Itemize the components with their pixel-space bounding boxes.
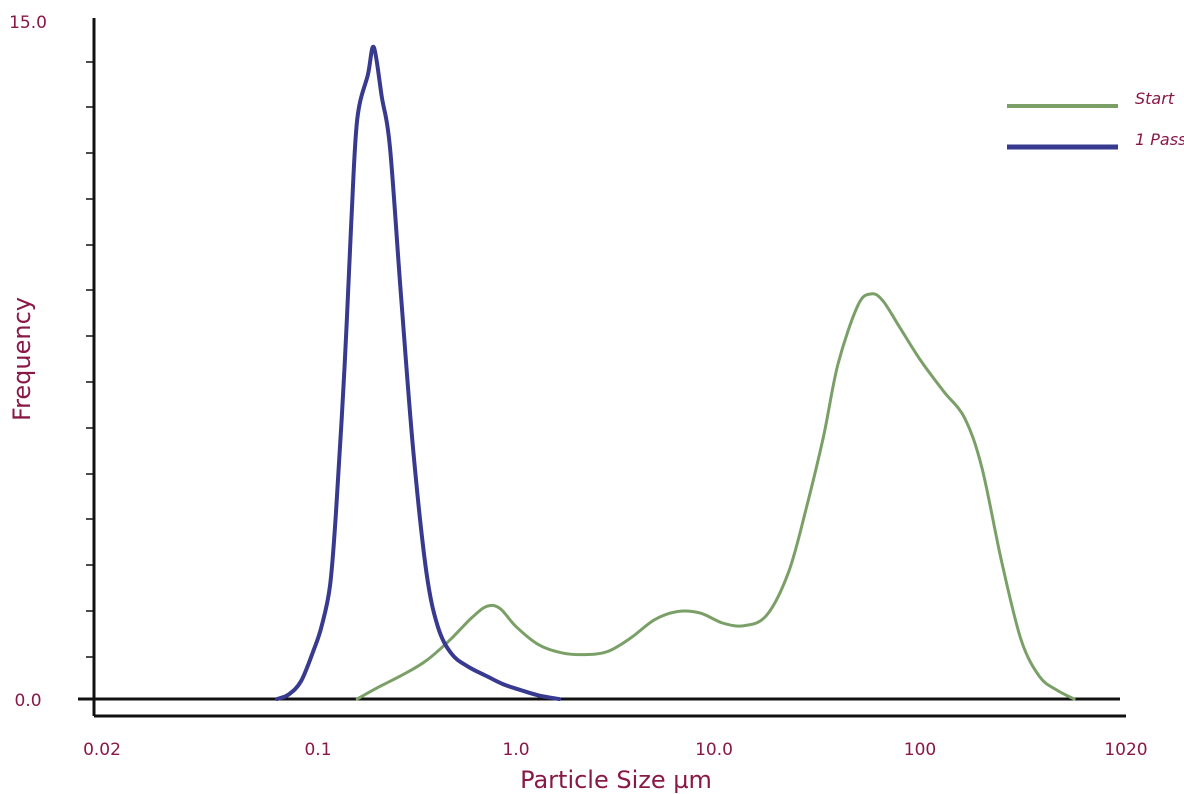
x-tick-label: 1020 (1104, 740, 1147, 760)
y-tick-labels: 0.0 15.0 (9, 13, 47, 711)
legend: Start 1 Pass (1007, 89, 1184, 150)
x-tick-labels: 0.02 0.1 1.0 10.0 100 1020 (83, 740, 1148, 760)
x-tick-label: 0.1 (304, 740, 331, 760)
y-tick-label: 15.0 (9, 13, 47, 33)
legend-label-1-pass: 1 Pass (1135, 130, 1184, 149)
series-layer (275, 44, 1076, 701)
x-tick-label: 0.02 (83, 740, 121, 760)
x-tick-label: 10.0 (695, 740, 733, 760)
legend-label-start: Start (1135, 89, 1175, 108)
series-line-start (355, 292, 1076, 701)
y-tick-label: 0.0 (14, 691, 41, 711)
y-axis-title: Frequency (8, 297, 36, 421)
x-tick-label: 1.0 (502, 740, 529, 760)
x-axis-title: Particle Size µm (520, 766, 712, 794)
series-line-1-pass (275, 44, 562, 701)
x-tick-label: 100 (904, 740, 936, 760)
